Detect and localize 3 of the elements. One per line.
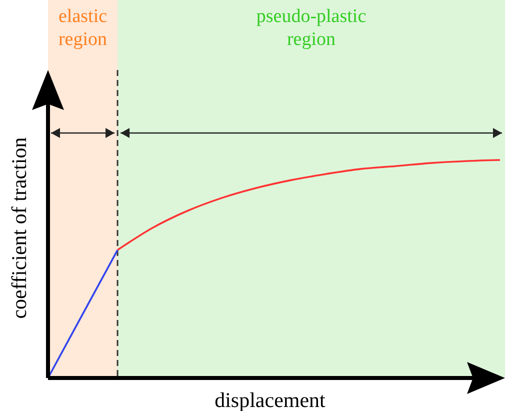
text: pseudo-plastic region	[256, 6, 366, 50]
text: elastic region	[58, 6, 108, 50]
y-axis-title: coefficient of traction	[7, 136, 31, 319]
